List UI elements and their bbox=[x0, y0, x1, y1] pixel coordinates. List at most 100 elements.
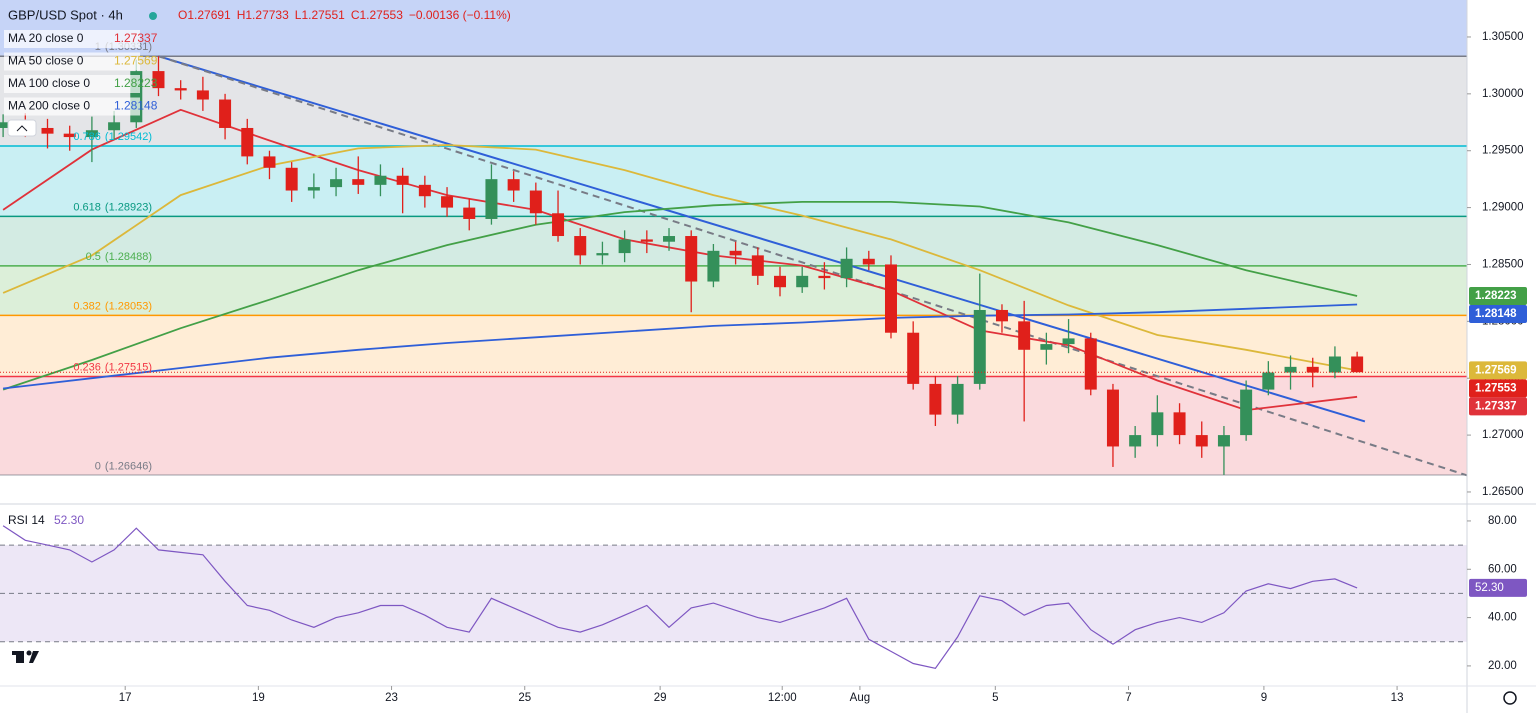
candle-body bbox=[596, 253, 609, 256]
candle-body bbox=[330, 179, 343, 188]
candle-body bbox=[196, 90, 209, 100]
ohlc-header: O1.27691 H1.27733 L1.27551 C1.27553 −0.00136… bbox=[178, 8, 511, 22]
candle-body bbox=[85, 130, 98, 138]
candle-body bbox=[241, 127, 254, 157]
rsi-tick-label: 60.00 bbox=[1488, 563, 1517, 575]
price-tag bbox=[1469, 379, 1527, 398]
candle-body bbox=[1262, 372, 1275, 390]
candle-body bbox=[1129, 435, 1142, 447]
legend-name: MA 50 close 0 bbox=[8, 54, 84, 68]
candle-body bbox=[995, 309, 1008, 322]
fib-price-label: (1.29542) bbox=[105, 131, 152, 143]
candle-body bbox=[1040, 344, 1053, 350]
settings-icon[interactable] bbox=[1503, 691, 1517, 705]
legend-value: 1.28148 bbox=[114, 99, 158, 113]
y-tick-label: 1.29500 bbox=[1482, 145, 1524, 157]
fib-band-last bbox=[0, 475, 1467, 503]
fib-level-label: 0.618 bbox=[73, 201, 101, 213]
x-tick-label: 17 bbox=[119, 692, 132, 704]
ohlc-value: O1.27691 bbox=[178, 8, 231, 22]
ohlc-value: H1.27733 bbox=[237, 8, 289, 22]
candle-body bbox=[1328, 356, 1341, 373]
candle-body bbox=[729, 250, 742, 256]
candle-body bbox=[840, 258, 853, 279]
rsi-tag-label: 52.30 bbox=[1475, 582, 1504, 594]
y-tick-label: 1.27000 bbox=[1482, 429, 1524, 441]
x-tick-label: 13 bbox=[1391, 692, 1404, 704]
fib-level-label: 0.236 bbox=[73, 361, 101, 373]
candle-body bbox=[285, 167, 298, 191]
candle-body bbox=[507, 179, 520, 191]
fib-label: 0.382 (1.28053) bbox=[73, 300, 152, 312]
candle-body bbox=[751, 255, 764, 276]
price-tag bbox=[1469, 361, 1527, 380]
price-tag bbox=[1469, 304, 1527, 323]
candle-body bbox=[1018, 321, 1031, 350]
ohlc-value: C1.27553 bbox=[351, 8, 403, 22]
candle-body bbox=[818, 275, 831, 279]
price-tag-label: 1.28148 bbox=[1475, 308, 1517, 320]
price-tag-label: 1.27337 bbox=[1475, 400, 1517, 412]
candle-body bbox=[441, 196, 454, 208]
status-dot bbox=[149, 12, 157, 20]
fib-level-label: 0.382 bbox=[73, 300, 101, 312]
candle-body bbox=[796, 275, 809, 288]
candle-body bbox=[0, 122, 10, 128]
candle-body bbox=[1062, 338, 1075, 345]
candle-body bbox=[640, 239, 653, 242]
fib-label: 0.618 (1.28923) bbox=[73, 201, 152, 213]
candle-body bbox=[263, 156, 276, 168]
legend-bg bbox=[4, 30, 140, 48]
fib-label: 0.236 (1.27515) bbox=[73, 361, 152, 373]
candle-body bbox=[529, 190, 542, 214]
collapse-button[interactable] bbox=[7, 119, 37, 137]
fib-price-label: (1.27515) bbox=[105, 361, 152, 373]
x-tick-label: 19 bbox=[252, 692, 265, 704]
ohlc-value: −0.00136 (−0.11%) bbox=[409, 8, 511, 22]
candle-body bbox=[929, 383, 942, 415]
candle-body bbox=[1173, 412, 1186, 436]
candle-body bbox=[1106, 389, 1119, 447]
rsi-name: RSI 14 bbox=[8, 513, 45, 527]
candle-body bbox=[574, 236, 587, 256]
candle-body bbox=[485, 179, 498, 219]
price-tag-label: 1.27569 bbox=[1475, 364, 1517, 376]
x-tick-label: 9 bbox=[1261, 692, 1267, 704]
plot bbox=[0, 55, 1468, 669]
price-tag bbox=[1469, 286, 1527, 305]
legend-value: 1.27569 bbox=[114, 54, 158, 68]
legend-value: 1.27337 bbox=[114, 31, 158, 45]
logo bbox=[12, 650, 39, 663]
fib-price-label: (1.26646) bbox=[105, 460, 152, 472]
rsi-tag bbox=[1469, 578, 1527, 597]
candle-body bbox=[1217, 435, 1230, 447]
candle-body bbox=[1351, 356, 1364, 373]
candle-body bbox=[774, 275, 787, 288]
x-tick-label: 5 bbox=[992, 692, 998, 704]
legend-name: MA 200 close 0 bbox=[8, 99, 90, 113]
legend-name: MA 20 close 0 bbox=[8, 31, 84, 45]
candle-body bbox=[396, 175, 409, 185]
fib-label: 0 (1.26646) bbox=[95, 460, 152, 472]
fib-price-label: (1.28923) bbox=[105, 201, 152, 213]
candle-body bbox=[374, 175, 387, 185]
price-tag bbox=[1469, 397, 1527, 416]
candle-body bbox=[352, 179, 365, 185]
candle-body bbox=[307, 187, 320, 191]
moving-average bbox=[2, 303, 1358, 390]
fib-level-label: 0.786 bbox=[73, 131, 101, 143]
y-tick-label: 1.30500 bbox=[1482, 31, 1524, 43]
price-tag-label: 1.28223 bbox=[1475, 290, 1517, 302]
candle-body bbox=[174, 88, 187, 91]
rsi-tick-label: 40.00 bbox=[1488, 612, 1517, 624]
x-tick-label: 7 bbox=[1125, 692, 1131, 704]
candle-body bbox=[1195, 435, 1208, 447]
candle-body bbox=[1284, 366, 1297, 373]
candle-body bbox=[884, 264, 897, 333]
collapse-icon bbox=[16, 125, 28, 132]
candle-body bbox=[1151, 412, 1164, 436]
candle-body bbox=[1084, 338, 1097, 390]
rsi-value: 52.30 bbox=[54, 513, 84, 527]
